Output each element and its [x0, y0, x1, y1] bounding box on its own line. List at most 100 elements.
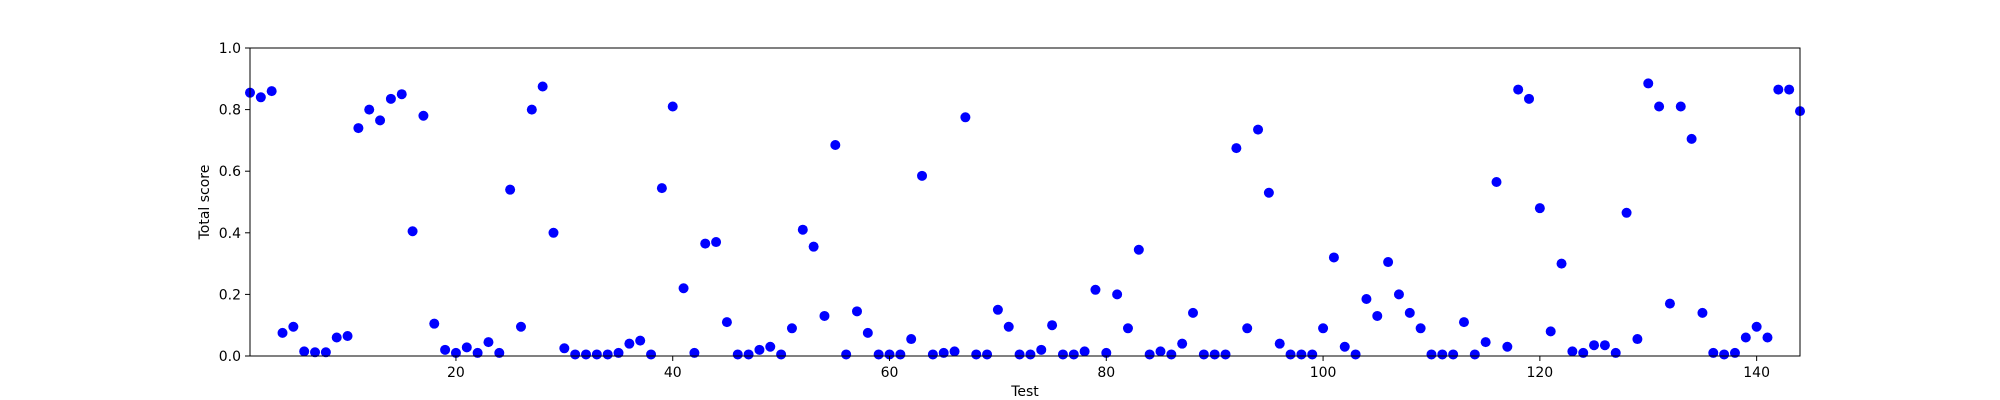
- data-point: [1057, 349, 1068, 360]
- data-point: [992, 304, 1003, 315]
- data-point: [1133, 244, 1144, 255]
- y-tick-label: 0.8: [219, 103, 241, 119]
- plot-area: [250, 48, 1800, 356]
- data-point: [1567, 346, 1578, 357]
- data-point: [429, 318, 440, 329]
- data-point: [1014, 349, 1025, 360]
- y-tick-label: 0.0: [219, 349, 241, 365]
- y-tick-label: 0.2: [219, 287, 241, 303]
- data-point: [624, 338, 635, 349]
- data-point: [1491, 176, 1502, 187]
- data-point: [418, 110, 429, 121]
- plot-frame: [249, 47, 1801, 357]
- data-point: [1719, 349, 1730, 360]
- y-axis-label: Total score: [197, 165, 213, 241]
- data-point: [1372, 310, 1383, 321]
- x-tick-label: 40: [664, 365, 682, 381]
- data-point: [1036, 344, 1047, 355]
- x-tick-label: 60: [881, 365, 899, 381]
- data-point: [1177, 338, 1188, 349]
- data-point: [906, 334, 917, 345]
- data-point: [266, 86, 277, 97]
- data-point: [797, 224, 808, 235]
- data-point: [1513, 84, 1524, 95]
- data-point: [1589, 340, 1600, 351]
- data-point: [1469, 349, 1480, 360]
- data-point: [1784, 84, 1795, 95]
- data-point: [331, 332, 342, 343]
- data-point: [635, 335, 646, 346]
- data-point: [1101, 347, 1112, 358]
- data-point: [559, 343, 570, 354]
- data-point: [407, 226, 418, 237]
- data-point: [1480, 337, 1491, 348]
- x-tick-label: 100: [1310, 365, 1337, 381]
- data-point: [494, 347, 505, 358]
- data-point: [1740, 332, 1751, 343]
- data-point: [1610, 347, 1621, 358]
- data-point: [526, 104, 537, 115]
- data-point: [851, 306, 862, 317]
- data-point: [1242, 323, 1253, 334]
- data-point: [667, 101, 678, 112]
- data-point: [1188, 307, 1199, 318]
- data-point: [1307, 349, 1318, 360]
- data-point: [385, 93, 396, 104]
- data-point: [1047, 320, 1058, 331]
- data-point: [396, 89, 407, 100]
- data-point: [819, 310, 830, 321]
- data-point: [1762, 332, 1773, 343]
- data-point: [537, 81, 548, 92]
- data-point: [1556, 258, 1567, 269]
- data-point: [1534, 203, 1545, 214]
- data-point: [440, 344, 451, 355]
- data-point: [288, 321, 299, 332]
- data-point: [873, 349, 884, 360]
- data-point: [450, 347, 461, 358]
- data-point: [700, 238, 711, 249]
- x-tick-label: 80: [1097, 365, 1115, 381]
- data-point: [1621, 207, 1632, 218]
- data-point: [1729, 347, 1740, 358]
- data-point: [982, 349, 993, 360]
- data-point: [1328, 252, 1339, 263]
- data-point: [1318, 323, 1329, 334]
- data-point: [1632, 334, 1643, 345]
- data-point: [1198, 349, 1209, 360]
- data-point: [1112, 289, 1123, 300]
- data-point: [1339, 341, 1350, 352]
- data-point: [678, 283, 689, 294]
- data-point: [1166, 349, 1177, 360]
- data-point: [1068, 349, 1079, 360]
- data-point: [1599, 340, 1610, 351]
- data-point: [776, 349, 787, 360]
- data-point: [1209, 349, 1220, 360]
- data-point: [602, 349, 613, 360]
- data-point: [1296, 349, 1307, 360]
- data-point: [862, 327, 873, 338]
- data-point: [1751, 321, 1762, 332]
- data-point: [1090, 284, 1101, 295]
- data-point: [1524, 93, 1535, 104]
- x-axis-label: Test: [1010, 384, 1039, 400]
- data-point: [310, 347, 321, 358]
- data-point: [1415, 323, 1426, 334]
- data-point: [570, 349, 581, 360]
- data-point: [1664, 298, 1675, 309]
- data-point: [255, 92, 266, 103]
- y-tick-label: 1.0: [219, 41, 241, 57]
- data-point: [1502, 341, 1513, 352]
- data-point: [613, 347, 624, 358]
- data-point: [1383, 257, 1394, 268]
- data-point: [1643, 78, 1654, 89]
- data-point: [895, 349, 906, 360]
- x-tick-label: 140: [1743, 365, 1770, 381]
- data-point: [1274, 338, 1285, 349]
- data-point: [732, 349, 743, 360]
- data-point: [971, 349, 982, 360]
- data-point: [1350, 349, 1361, 360]
- data-point: [299, 346, 310, 357]
- data-point: [721, 317, 732, 328]
- data-point: [949, 346, 960, 357]
- data-point: [1361, 294, 1372, 305]
